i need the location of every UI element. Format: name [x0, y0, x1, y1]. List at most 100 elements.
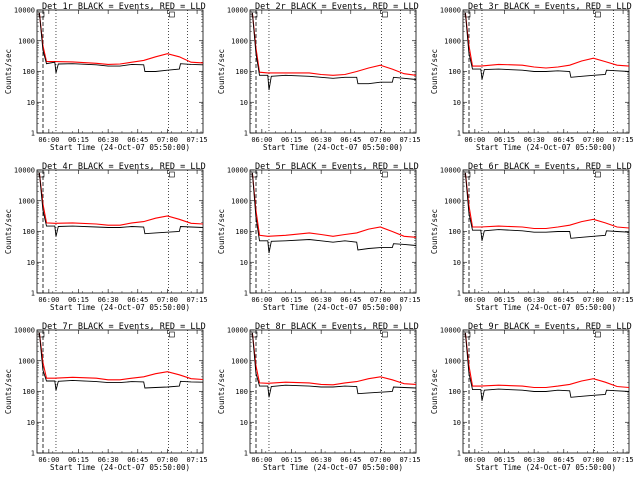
x-tick-label: 06:30 [311, 136, 332, 144]
x-tick-label: 06:45 [553, 456, 574, 464]
y-tick-label: 100 [22, 228, 35, 236]
x-tick-label: 06:00 [38, 456, 59, 464]
x-axis-label: Start Time (24-Oct-07 05:50:00) [263, 143, 403, 152]
detector-panel: Det 1r BLACK = Events, RED = LLD 1 10 100 10… [4, 2, 208, 152]
y-tick-label: 1000 [231, 357, 248, 365]
events-series-line [251, 332, 417, 398]
x-tick-label: 06:30 [524, 456, 545, 464]
x-tick-label: 06:00 [251, 296, 272, 304]
y-tick-label: 10 [27, 99, 35, 107]
plot-frame [249, 9, 417, 134]
detector-panel: Det 9r BLACK = Events, RED = LLD 1 10 100 10… [430, 322, 634, 472]
y-tick-label: 10 [27, 419, 35, 427]
y-tick-label: 10 [27, 259, 35, 267]
x-tick-label: 06:15 [494, 456, 515, 464]
panel-title: Det 1r BLACK = Events, RED = LLD [42, 2, 206, 12]
detector-panel: Det 7r BLACK = Events, RED = LLD 1 10 100 10… [4, 322, 208, 472]
marker-box [251, 331, 258, 338]
plot-frame [462, 169, 630, 294]
marker-box [169, 171, 175, 178]
lld-series-line [464, 172, 630, 230]
lld-series-line [38, 332, 204, 381]
lld-series-line [251, 12, 417, 76]
lld-series-line [251, 172, 417, 238]
x-tick-label: 06:15 [494, 136, 515, 144]
detector-panel: Det 4r BLACK = Events, RED = LLD 1 10 100 10… [4, 162, 208, 312]
x-tick-label: 06:15 [281, 296, 302, 304]
y-tick-label: 10 [240, 419, 248, 427]
marker-box [382, 11, 388, 18]
x-axis-label: Start Time (24-Oct-07 05:50:00) [50, 463, 190, 472]
panel-title: Det 6r BLACK = Events, RED = LLD [468, 162, 632, 172]
x-tick-label: 06:45 [127, 456, 148, 464]
y-tick-label: 100 [235, 388, 248, 396]
x-tick-label: 06:30 [98, 456, 119, 464]
y-axis-label: Counts/sec [217, 369, 226, 414]
y-tick-label: 1 [244, 130, 248, 138]
y-axis-label: Counts/sec [4, 49, 13, 94]
x-axis-label: Start Time (24-Oct-07 05:50:00) [263, 303, 403, 312]
y-tick-label: 10000 [227, 167, 248, 175]
events-series-line [464, 172, 630, 241]
events-series-line [464, 12, 630, 80]
y-tick-label: 10 [453, 99, 461, 107]
events-series-line [38, 12, 204, 74]
lld-series-line [38, 12, 204, 65]
y-tick-label: 10000 [440, 167, 461, 175]
y-tick-label: 1000 [231, 37, 248, 45]
panel-title: Det 8r BLACK = Events, RED = LLD [255, 322, 419, 332]
lld-series-line [464, 12, 630, 69]
x-tick-label: 07:15 [400, 456, 421, 464]
x-tick-label: 06:00 [251, 456, 272, 464]
y-tick-label: 1000 [18, 197, 35, 205]
marker-box [595, 331, 601, 338]
x-tick-label: 06:30 [311, 296, 332, 304]
x-tick-label: 06:30 [524, 136, 545, 144]
y-tick-label: 1 [31, 450, 35, 458]
marker-box [382, 171, 388, 178]
x-tick-label: 07:00 [583, 136, 604, 144]
x-axis-label: Start Time (24-Oct-07 05:50:00) [476, 463, 616, 472]
marker-box [38, 11, 45, 18]
x-tick-label: 06:00 [251, 136, 272, 144]
plot-frame [36, 329, 204, 454]
y-axis-label: Counts/sec [217, 49, 226, 94]
y-tick-label: 10000 [14, 167, 35, 175]
y-tick-label: 100 [22, 68, 35, 76]
marker-box [595, 11, 601, 18]
y-tick-label: 100 [22, 388, 35, 396]
y-tick-label: 1000 [18, 37, 35, 45]
y-axis-label: Counts/sec [430, 369, 439, 414]
y-tick-label: 10 [453, 419, 461, 427]
y-tick-label: 1000 [444, 37, 461, 45]
y-tick-label: 100 [235, 68, 248, 76]
y-axis-label: Counts/sec [4, 369, 13, 414]
y-axis-label: Counts/sec [4, 209, 13, 254]
x-tick-label: 07:00 [583, 456, 604, 464]
x-tick-label: 06:15 [494, 296, 515, 304]
x-axis-label: Start Time (24-Oct-07 05:50:00) [50, 143, 190, 152]
y-tick-label: 10000 [440, 327, 461, 335]
y-tick-label: 1 [457, 130, 461, 138]
detector-panel: Det 6r BLACK = Events, RED = LLD 1 10 100 10… [430, 162, 634, 312]
x-tick-label: 07:00 [370, 456, 391, 464]
marker-box [382, 331, 388, 338]
x-tick-label: 06:45 [553, 296, 574, 304]
x-tick-label: 07:00 [157, 136, 178, 144]
x-axis-label: Start Time (24-Oct-07 05:50:00) [50, 303, 190, 312]
x-tick-label: 07:15 [187, 456, 208, 464]
y-tick-label: 1000 [444, 357, 461, 365]
y-tick-label: 1 [31, 290, 35, 298]
y-axis-label: Counts/sec [430, 209, 439, 254]
x-tick-label: 06:00 [464, 296, 485, 304]
x-tick-label: 07:15 [400, 136, 421, 144]
x-tick-label: 07:00 [157, 296, 178, 304]
panel-title: Det 9r BLACK = Events, RED = LLD [468, 322, 632, 332]
y-tick-label: 100 [448, 228, 461, 236]
y-tick-label: 100 [448, 388, 461, 396]
x-tick-label: 07:00 [157, 456, 178, 464]
x-tick-label: 07:00 [583, 296, 604, 304]
events-series-line [464, 332, 630, 401]
panel-title: Det 3r BLACK = Events, RED = LLD [468, 2, 632, 12]
